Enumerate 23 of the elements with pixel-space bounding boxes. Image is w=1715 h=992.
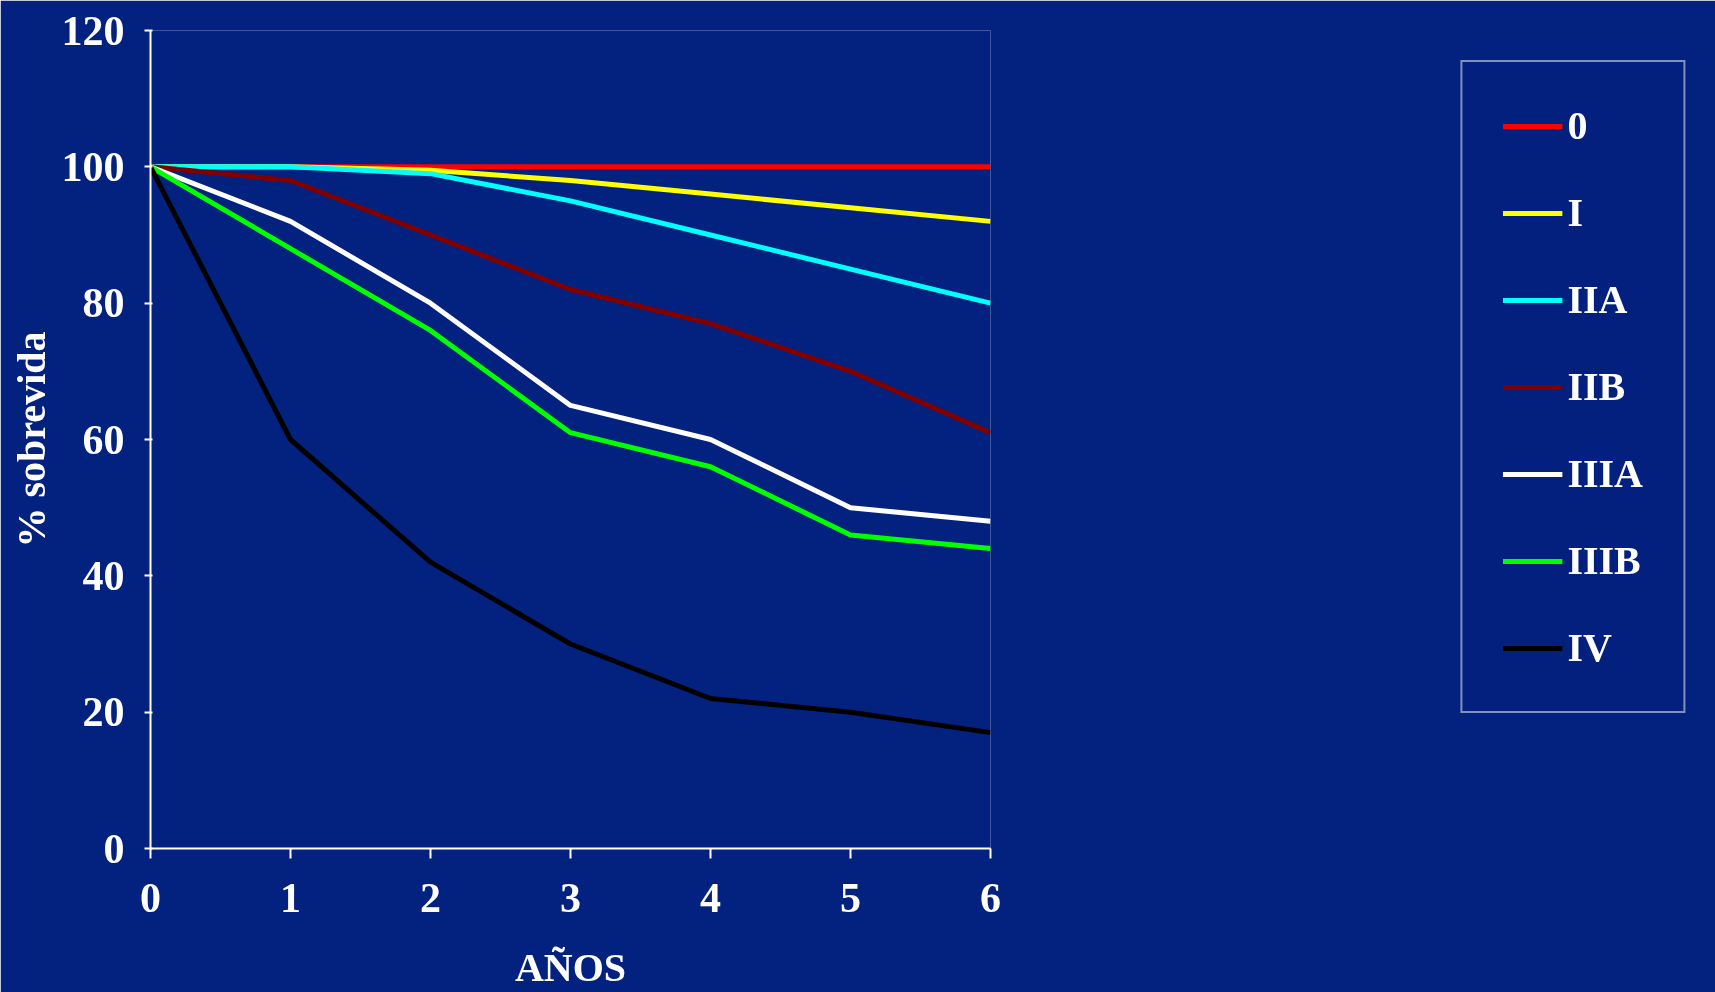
y-tick-label: 120	[61, 7, 125, 54]
legend-label: 0	[1567, 102, 1588, 149]
legend-label: IIA	[1567, 276, 1628, 323]
y-tick-label: 60	[82, 416, 125, 463]
y-tick-label: 80	[82, 280, 125, 327]
y-tick-label: 0	[103, 825, 125, 872]
x-tick-label: 4	[700, 874, 721, 921]
legend-label: IIIA	[1567, 450, 1643, 497]
legend-label: IIIB	[1567, 537, 1641, 584]
x-tick-label: 5	[840, 874, 861, 921]
legend-label: I	[1567, 189, 1584, 236]
y-tick-label: 100	[61, 143, 125, 190]
y-axis-title: % sobrevida	[8, 331, 54, 548]
legend-label: IIB	[1567, 363, 1626, 410]
x-tick-label: 2	[420, 874, 441, 921]
x-tick-label: 3	[560, 874, 581, 921]
y-tick-label: 20	[82, 689, 125, 736]
x-tick-label: 0	[140, 874, 161, 921]
y-tick-label: 40	[82, 552, 125, 599]
x-axis-title: AÑOS	[514, 944, 627, 990]
legend-label: IV	[1567, 624, 1612, 671]
x-tick-label: 1	[280, 874, 301, 921]
x-tick-label: 6	[980, 874, 1001, 921]
